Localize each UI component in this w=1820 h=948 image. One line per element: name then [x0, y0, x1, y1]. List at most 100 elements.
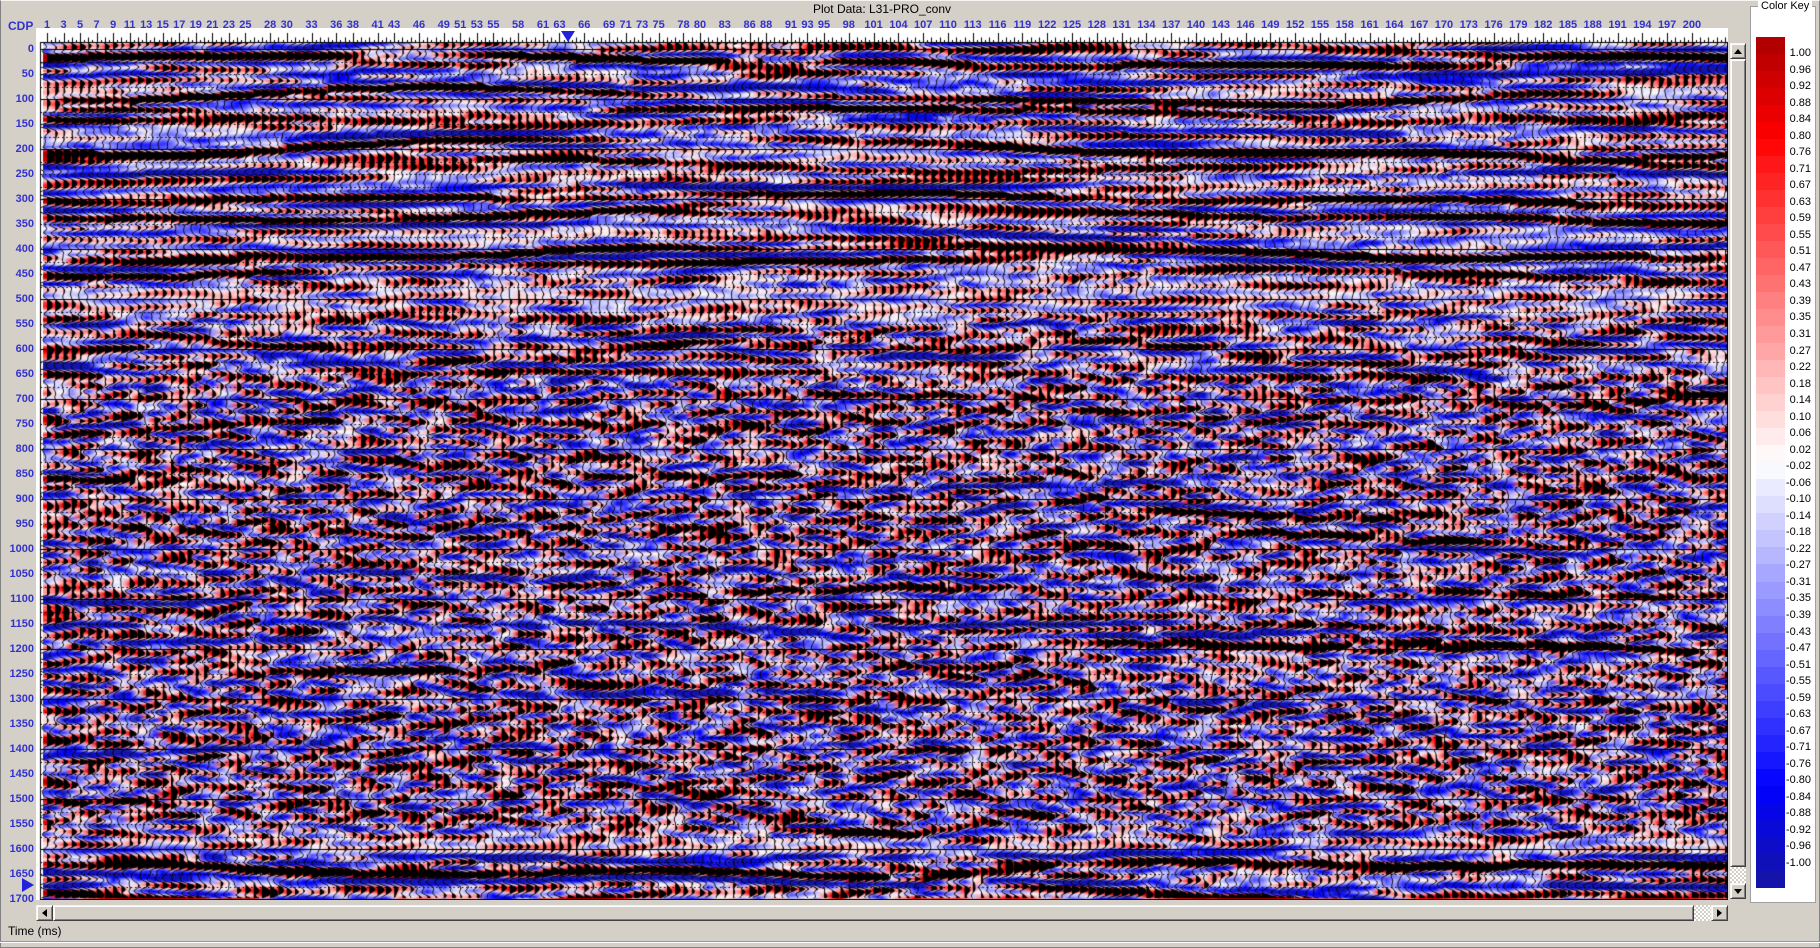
color-key-value: -0.63 — [1785, 708, 1811, 721]
horizontal-scrollbar-thumb[interactable] — [53, 905, 1694, 921]
time-tick-label: 1200 — [9, 643, 34, 655]
color-key-value: 0.10 — [1789, 410, 1811, 423]
time-tick-label: 500 — [15, 293, 34, 305]
color-key-cell — [1756, 615, 1785, 633]
color-key-value: 0.06 — [1789, 427, 1811, 440]
cdp-tick-label: 9 — [110, 19, 117, 31]
color-key-cell — [1756, 241, 1785, 259]
color-key-value: -0.39 — [1785, 609, 1811, 622]
time-tick-label: 1100 — [10, 593, 34, 605]
color-key-title: Color Key — [1758, 0, 1813, 12]
color-key-cell — [1756, 156, 1785, 174]
color-key-cell — [1756, 292, 1785, 310]
color-key-value: -0.84 — [1785, 790, 1811, 803]
color-key-cell — [1756, 751, 1785, 769]
scroll-right-icon — [1717, 909, 1722, 917]
color-key-value: 0.51 — [1789, 245, 1811, 258]
time-tick-label: 400 — [15, 243, 34, 255]
time-tick-label: 1450 — [9, 768, 34, 780]
color-key-cell — [1756, 462, 1785, 480]
color-key-cell — [1756, 54, 1785, 72]
color-key-value: -0.59 — [1785, 691, 1811, 704]
color-key-value: -0.27 — [1785, 559, 1811, 572]
color-key-value: 0.55 — [1789, 228, 1811, 241]
vertical-scrollbar[interactable] — [1730, 43, 1746, 899]
time-tick-label: 0 — [27, 43, 34, 55]
color-key-cell — [1756, 734, 1785, 752]
color-key-cell — [1756, 649, 1785, 667]
color-key-cell — [1756, 445, 1785, 463]
color-key-cell — [1756, 530, 1785, 548]
time-tick-label: 1500 — [9, 793, 34, 805]
color-key-cell — [1756, 173, 1785, 191]
cdp-tick-label: 5 — [77, 19, 84, 31]
color-key-value: -0.06 — [1785, 476, 1811, 489]
time-tick-label: 1250 — [9, 668, 34, 680]
color-key-value: 0.67 — [1789, 179, 1811, 192]
color-key-value: 0.96 — [1789, 63, 1811, 76]
time-position-marker-icon[interactable] — [22, 878, 34, 892]
bottom-divider — [0, 941, 1820, 943]
time-tick-label: 800 — [15, 443, 34, 455]
color-key-value: -0.35 — [1785, 592, 1811, 605]
color-key-value: -0.14 — [1785, 509, 1811, 522]
color-key-value: 0.31 — [1789, 328, 1811, 340]
time-tick-label: 1000 — [9, 543, 34, 555]
color-key-cell — [1756, 700, 1785, 718]
color-key-value: 0.02 — [1789, 443, 1811, 456]
color-key-value: 0.27 — [1789, 344, 1811, 357]
color-key-value: -0.02 — [1785, 460, 1811, 473]
color-key-cell — [1756, 190, 1785, 208]
color-key-value: 0.22 — [1789, 361, 1811, 374]
time-tick-label: 700 — [15, 393, 34, 405]
horizontal-scrollbar[interactable] — [36, 905, 1728, 921]
color-key-value: -0.67 — [1785, 724, 1811, 737]
color-key-cell — [1756, 394, 1785, 412]
cdp-tick-label: 11 — [123, 19, 136, 31]
color-key-cell — [1756, 598, 1785, 616]
color-key-value: 0.88 — [1789, 96, 1811, 109]
seismic-section-plot[interactable] — [36, 28, 1728, 900]
color-key-value: 0.71 — [1789, 162, 1811, 175]
color-key-cell — [1756, 581, 1785, 599]
color-key-value: 0.59 — [1789, 212, 1811, 225]
color-key-value: -0.43 — [1785, 625, 1811, 638]
time-tick-label: 1600 — [9, 843, 34, 855]
time-tick-label: 450 — [15, 268, 34, 280]
time-tick-label: 250 — [15, 168, 34, 180]
color-key-value: 0.84 — [1789, 113, 1811, 126]
color-key-cell — [1756, 224, 1785, 242]
color-key-cell — [1756, 768, 1785, 786]
color-key-cell — [1756, 309, 1785, 327]
scroll-left-button[interactable] — [36, 905, 53, 921]
cdp-position-marker-icon[interactable] — [560, 31, 575, 42]
color-key-cell — [1756, 37, 1785, 55]
cdp-tick-label: 7 — [93, 19, 100, 31]
scroll-down-button[interactable] — [1730, 883, 1746, 899]
time-tick-label: 600 — [15, 343, 34, 355]
time-tick-label: 650 — [15, 368, 34, 380]
time-tick-label: 200 — [15, 143, 34, 155]
color-key-cell — [1756, 411, 1785, 429]
color-key-cell — [1756, 853, 1785, 871]
time-tick-label: 300 — [15, 193, 34, 205]
time-tick-label: 750 — [15, 418, 34, 430]
time-axis-title: Time (ms) — [8, 924, 62, 938]
color-key-value: 0.35 — [1789, 311, 1811, 324]
time-tick-label: 950 — [15, 518, 34, 530]
color-key-cell — [1756, 717, 1785, 735]
time-tick-label: 1150 — [10, 618, 34, 630]
cdp-tick-label: 1 — [43, 19, 51, 31]
color-key-value: -0.22 — [1785, 542, 1811, 555]
color-key-value: 1.00 — [1789, 47, 1811, 59]
time-tick-label: 1550 — [9, 818, 34, 830]
scroll-up-button[interactable] — [1730, 43, 1746, 59]
color-key-value: -0.80 — [1785, 774, 1811, 787]
color-key-gradient-bar — [1756, 37, 1785, 888]
vertical-scrollbar-thumb[interactable] — [1730, 59, 1746, 867]
time-tick-label: 900 — [15, 493, 34, 505]
color-key-cell — [1756, 122, 1785, 140]
color-key-cell — [1756, 479, 1785, 497]
scroll-right-button[interactable] — [1711, 905, 1728, 921]
color-key-cell — [1756, 71, 1785, 89]
